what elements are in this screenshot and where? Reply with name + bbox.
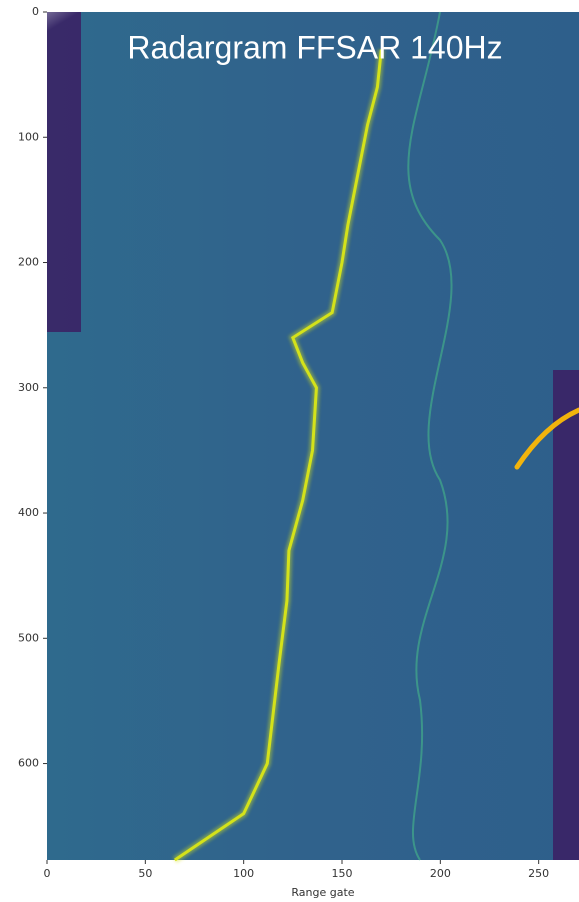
chart: Radargram FFSAR 140Hz Range gate 0 50 100 1… [0, 0, 579, 902]
x-tick-label: 200 [430, 867, 451, 880]
y-tick-label: 200 [18, 256, 39, 269]
x-tick-label: 100 [233, 867, 254, 880]
y-tick-label: 100 [18, 130, 39, 143]
chart-title: Radargram FFSAR 140Hz [127, 29, 502, 65]
x-tick-label: 250 [528, 867, 549, 880]
plot-area [0, 0, 579, 860]
x-tick-label: 50 [138, 867, 152, 880]
x-tick-label: 150 [332, 867, 353, 880]
y-tick-label: 0 [32, 5, 39, 18]
dark-band [553, 370, 579, 860]
y-tick-label: 500 [18, 631, 39, 644]
x-tick-label: 0 [44, 867, 51, 880]
y-tick-label: 300 [18, 381, 39, 394]
y-tick-label: 400 [18, 506, 39, 519]
y-tick-label: 600 [18, 757, 39, 770]
x-axis-label: Range gate [291, 886, 354, 899]
